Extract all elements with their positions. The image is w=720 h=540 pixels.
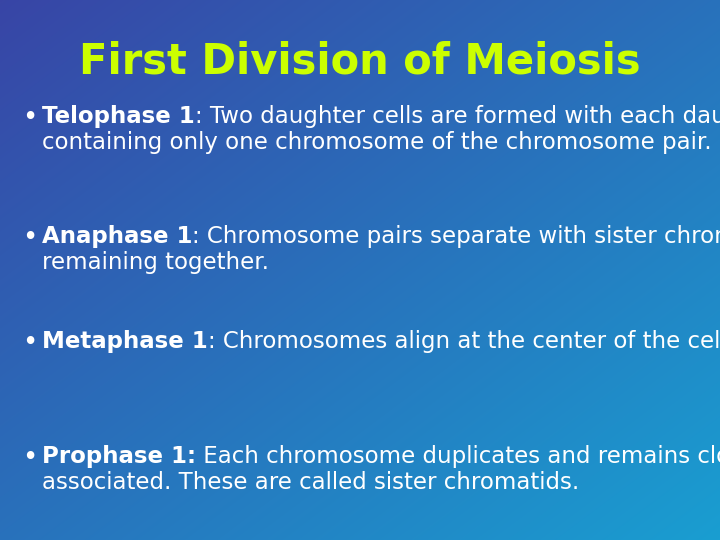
Text: : Chromosomes align at the center of the cell.: : Chromosomes align at the center of the… [208, 330, 720, 353]
Text: Each chromosome duplicates and remains closely: Each chromosome duplicates and remains c… [196, 445, 720, 468]
Text: •: • [22, 225, 37, 251]
Text: Prophase 1:: Prophase 1: [42, 445, 196, 468]
Text: •: • [22, 445, 37, 471]
Text: associated. These are called sister chromatids.: associated. These are called sister chro… [42, 470, 580, 494]
Text: •: • [22, 330, 37, 356]
Text: containing only one chromosome of the chromosome pair.: containing only one chromosome of the ch… [42, 131, 711, 153]
Text: Metaphase 1: Metaphase 1 [42, 330, 208, 353]
Text: First Division of Meiosis: First Division of Meiosis [79, 40, 641, 82]
Text: •: • [22, 105, 37, 131]
Text: : Two daughter cells are formed with each daughter: : Two daughter cells are formed with eac… [194, 105, 720, 128]
Text: Anaphase 1: Anaphase 1 [42, 225, 192, 248]
Text: remaining together.: remaining together. [42, 251, 269, 274]
Text: : Chromosome pairs separate with sister chromatids: : Chromosome pairs separate with sister … [192, 225, 720, 248]
Text: Telophase 1: Telophase 1 [42, 105, 194, 128]
